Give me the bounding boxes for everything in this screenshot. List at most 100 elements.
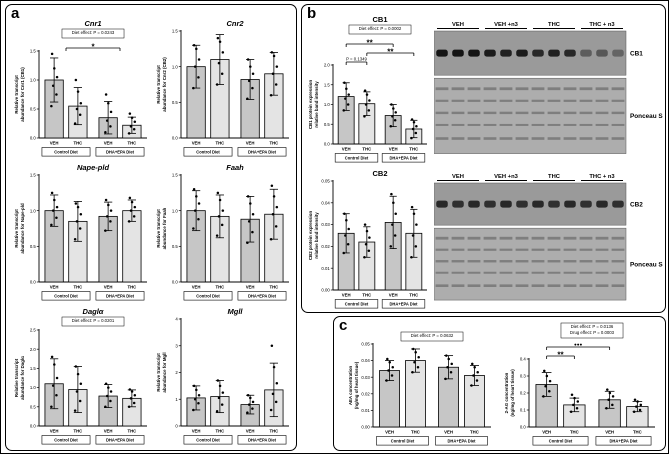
svg-text:VEH: VEH — [246, 285, 255, 290]
svg-text:1.0: 1.0 — [30, 385, 37, 390]
svg-text:THC: THC — [215, 429, 224, 434]
svg-text:abundance for Cnr2 (CB2): abundance for Cnr2 (CB2) — [162, 57, 167, 112]
svg-text:VEH: VEH — [452, 174, 464, 180]
svg-text:THC: THC — [633, 430, 642, 435]
panel-a: a 0.0 0.5 1.0 1.5 Relative transcript abundan… — [5, 4, 297, 451]
svg-text:VEH: VEH — [389, 293, 398, 298]
svg-text:THC + n3: THC + n3 — [589, 174, 615, 180]
svg-text:DHA+EPA Diet: DHA+EPA Diet — [447, 438, 476, 443]
svg-text:0.5: 0.5 — [324, 122, 331, 127]
svg-text:VEH: VEH — [104, 285, 113, 290]
svg-text:VEH: VEH — [104, 141, 113, 146]
svg-text:Control Diet: Control Diet — [196, 437, 220, 442]
svg-text:0.05: 0.05 — [321, 179, 330, 184]
svg-text:0.1: 0.1 — [520, 408, 527, 413]
svg-text:Relative transcript: Relative transcript — [156, 353, 161, 392]
chart-2ag-concentration: 0.0 0.1 0.2 0.3 0.4 2-AG concentration (ng/mg … — [502, 320, 660, 448]
svg-text:VEH: VEH — [192, 429, 201, 434]
svg-text:0.0: 0.0 — [30, 424, 37, 429]
svg-text:4: 4 — [175, 317, 178, 322]
chart-napepld: 0.0 0.5 1.0 1.5 Relative transcript abundance… — [12, 161, 152, 303]
svg-text:1.0: 1.0 — [324, 102, 331, 107]
svg-text:VEH: VEH — [192, 141, 201, 146]
svg-text:VEH: VEH — [50, 429, 59, 434]
svg-text:Control Diet: Control Diet — [54, 149, 78, 154]
svg-text:0.0: 0.0 — [172, 136, 179, 141]
svg-text:**: ** — [367, 39, 374, 48]
svg-text:CB2 protein expression: CB2 protein expression — [308, 211, 313, 261]
svg-text:0.02: 0.02 — [321, 244, 330, 249]
svg-text:0.5: 0.5 — [30, 404, 37, 409]
svg-text:VEH: VEH — [50, 285, 59, 290]
svg-text:VEH +n3: VEH +n3 — [494, 174, 518, 180]
svg-text:Ponceau S: Ponceau S — [630, 113, 663, 120]
svg-text:abundance for Nape-pld: abundance for Nape-pld — [20, 203, 25, 254]
western-blot-cb1: VEH VEH +n3 THC THC + n3 CB1 Ponceau S — [433, 19, 664, 161]
svg-text:THC: THC — [269, 285, 278, 290]
chart-dagla: 0.0 0.5 1.0 1.5 2.0 2.5 Relative transcript abu… — [12, 305, 152, 447]
svg-text:0.0: 0.0 — [324, 142, 331, 147]
svg-text:THC: THC — [470, 430, 479, 435]
chart-cnr2: 0.0 0.5 1.0 1.5 Relative transcript abundance… — [154, 17, 294, 159]
svg-text:Relative transcript: Relative transcript — [156, 65, 161, 104]
svg-text:0.3: 0.3 — [520, 374, 527, 379]
svg-text:Cnr1: Cnr1 — [84, 19, 101, 28]
svg-text:Nape-pld: Nape-pld — [77, 163, 110, 172]
svg-text:0.4: 0.4 — [520, 357, 527, 362]
svg-text:VEH: VEH — [542, 430, 551, 435]
svg-text:Diet effect: P = 0.0243: Diet effect: P = 0.0243 — [72, 30, 115, 35]
svg-text:0.01: 0.01 — [361, 408, 370, 413]
svg-text:VEH: VEH — [385, 430, 394, 435]
svg-text:(ng/mg of heart tissue): (ng/mg of heart tissue) — [510, 369, 515, 417]
svg-text:Diet effect: P = 0.0002: Diet effect: P = 0.0002 — [359, 26, 402, 31]
svg-text:0.03: 0.03 — [361, 375, 370, 380]
svg-text:0.05: 0.05 — [361, 342, 370, 347]
svg-text:AEA concentration: AEA concentration — [348, 366, 353, 406]
svg-text:**: ** — [557, 351, 564, 360]
svg-text:0.00: 0.00 — [361, 425, 370, 430]
svg-text:VEH: VEH — [452, 22, 464, 28]
svg-text:Diet effect: P = 0.0136: Diet effect: P = 0.0136 — [571, 324, 614, 329]
svg-text:Control Diet: Control Diet — [196, 293, 220, 298]
svg-text:0.03: 0.03 — [321, 222, 330, 227]
svg-text:1.5: 1.5 — [30, 173, 37, 178]
svg-text:DHA+EPA Diet: DHA+EPA Diet — [389, 301, 418, 306]
svg-text:1.5: 1.5 — [30, 366, 37, 371]
svg-text:(ng/mg of heart tissue): (ng/mg of heart tissue) — [354, 361, 359, 409]
svg-text:VEH: VEH — [192, 285, 201, 290]
svg-text:2.0: 2.0 — [324, 63, 331, 68]
svg-text:abundance for Faah: abundance for Faah — [162, 207, 167, 249]
svg-text:THC: THC — [548, 22, 561, 28]
svg-text:0.5: 0.5 — [172, 244, 179, 249]
panel-b: b 0.0 0.5 1.0 1.5 2.0 CB1 protein expression r… — [301, 4, 666, 313]
svg-text:1: 1 — [175, 397, 178, 402]
panel-c-label: c — [339, 317, 348, 334]
svg-text:Cnr2: Cnr2 — [226, 19, 244, 28]
svg-text:DHA+EPA Diet: DHA+EPA Diet — [106, 293, 135, 298]
chart-mgll: 0 1 2 3 4 Relative transcript abundance for Mg… — [154, 305, 294, 447]
svg-text:●●●: ●●● — [574, 342, 583, 347]
svg-text:Control Diet: Control Diet — [549, 438, 573, 443]
svg-text:Relative transcript: Relative transcript — [14, 75, 19, 114]
svg-text:Mgll: Mgll — [228, 307, 244, 316]
svg-text:Daglα: Daglα — [83, 307, 104, 316]
svg-text:1.0: 1.0 — [172, 208, 179, 213]
svg-text:DHA+EPA Diet: DHA+EPA Diet — [106, 437, 135, 442]
svg-text:VEH: VEH — [444, 430, 453, 435]
svg-text:abundance for Mgll: abundance for Mgll — [162, 352, 167, 392]
svg-text:DHA+EPA Diet: DHA+EPA Diet — [389, 155, 418, 160]
svg-text:2.5: 2.5 — [30, 328, 37, 333]
svg-text:THC: THC — [215, 285, 224, 290]
svg-text:0.02: 0.02 — [361, 391, 370, 396]
svg-text:2: 2 — [175, 370, 178, 375]
svg-text:CB1: CB1 — [630, 50, 643, 57]
svg-text:2-AG concentration: 2-AG concentration — [504, 372, 509, 413]
panel-c: c 0.00 0.01 0.02 0.03 0.04 0.05 AEA concentrat… — [333, 316, 666, 451]
svg-text:THC: THC — [73, 141, 82, 146]
svg-text:Relative transcript: Relative transcript — [156, 209, 161, 248]
svg-text:0.00: 0.00 — [321, 288, 330, 293]
svg-text:DHA+EPA Diet: DHA+EPA Diet — [248, 437, 277, 442]
svg-text:THC: THC — [362, 293, 371, 298]
svg-text:DHA+EPA Diet: DHA+EPA Diet — [106, 149, 135, 154]
